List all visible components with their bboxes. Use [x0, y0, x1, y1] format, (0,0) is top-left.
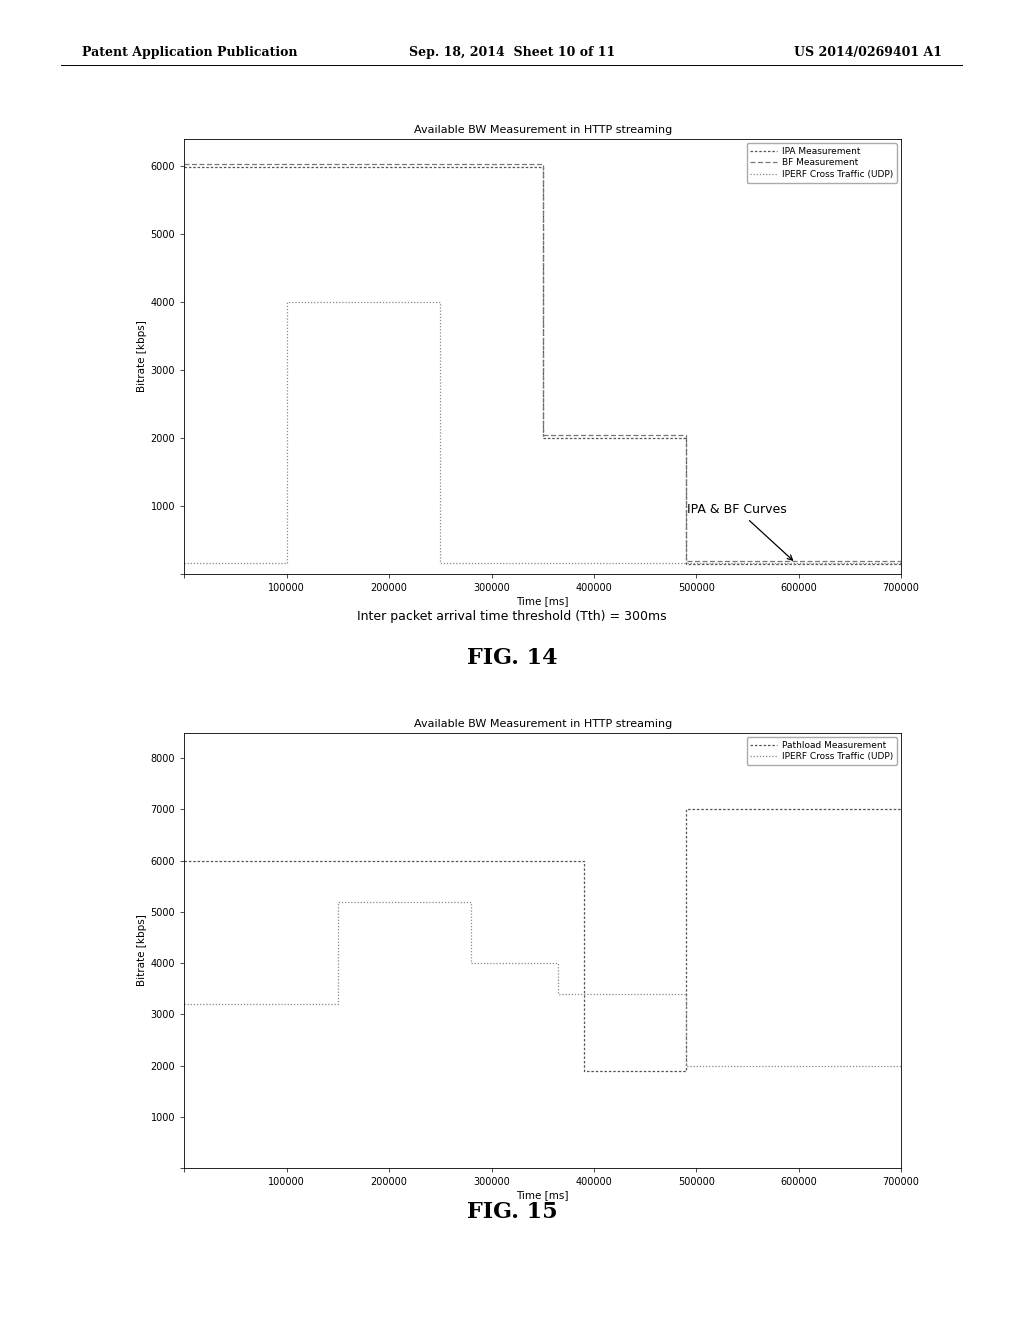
IPERF Cross Traffic (UDP): [281, 554, 293, 570]
X-axis label: Time [ms]: Time [ms]: [516, 1191, 569, 1200]
Legend: IPA Measurement, BF Measurement, IPERF Cross Traffic (UDP): IPA Measurement, BF Measurement, IPERF C…: [746, 143, 897, 182]
Pathload Measurement: [332, 853, 344, 869]
IPERF Cross Traffic (UDP): [178, 554, 190, 570]
Text: FIG. 14: FIG. 14: [467, 647, 557, 669]
Pathload Measurement: [332, 853, 344, 869]
Text: US 2014/0269401 A1: US 2014/0269401 A1: [794, 46, 942, 59]
Title: Available BW Measurement in HTTP streaming: Available BW Measurement in HTTP streami…: [414, 719, 672, 729]
Line: Pathload Measurement: Pathload Measurement: [184, 809, 901, 1071]
IPERF Cross Traffic (UDP): [434, 294, 446, 310]
BF Measurement: [680, 426, 692, 442]
Line: BF Measurement: BF Measurement: [184, 165, 901, 561]
IPA Measurement: [178, 160, 190, 176]
Pathload Measurement: [578, 853, 590, 869]
Line: IPERF Cross Traffic (UDP): IPERF Cross Traffic (UDP): [184, 302, 901, 562]
IPERF Cross Traffic (UDP): [552, 986, 564, 1002]
IPA Measurement: [680, 556, 692, 572]
Legend: Pathload Measurement, IPERF Cross Traffic (UDP): Pathload Measurement, IPERF Cross Traffi…: [746, 737, 897, 766]
BF Measurement: [680, 553, 692, 569]
Text: IPA & BF Curves: IPA & BF Curves: [687, 503, 793, 560]
IPERF Cross Traffic (UDP): [680, 1057, 692, 1073]
IPERF Cross Traffic (UDP): [895, 554, 907, 570]
Title: Available BW Measurement in HTTP streaming: Available BW Measurement in HTTP streami…: [414, 125, 672, 135]
IPERF Cross Traffic (UDP): [895, 1057, 907, 1073]
Line: IPERF Cross Traffic (UDP): IPERF Cross Traffic (UDP): [184, 902, 901, 1065]
IPERF Cross Traffic (UDP): [680, 986, 692, 1002]
IPA Measurement: [537, 160, 549, 176]
Pathload Measurement: [680, 801, 692, 817]
Text: FIG. 15: FIG. 15: [467, 1201, 557, 1224]
Y-axis label: Bitrate [kbps]: Bitrate [kbps]: [136, 915, 146, 986]
IPERF Cross Traffic (UDP): [178, 997, 190, 1012]
Text: Sep. 18, 2014  Sheet 10 of 11: Sep. 18, 2014 Sheet 10 of 11: [409, 46, 615, 59]
IPERF Cross Traffic (UDP): [332, 894, 344, 909]
Pathload Measurement: [465, 853, 477, 869]
BF Measurement: [895, 553, 907, 569]
IPERF Cross Traffic (UDP): [465, 894, 477, 909]
X-axis label: Time [ms]: Time [ms]: [516, 597, 569, 606]
Pathload Measurement: [895, 801, 907, 817]
IPERF Cross Traffic (UDP): [552, 956, 564, 972]
IPERF Cross Traffic (UDP): [281, 294, 293, 310]
Text: Inter packet arrival time threshold (Tth) = 300ms: Inter packet arrival time threshold (Tth…: [357, 610, 667, 623]
Text: Patent Application Publication: Patent Application Publication: [82, 46, 297, 59]
BF Measurement: [537, 157, 549, 173]
IPA Measurement: [680, 430, 692, 446]
BF Measurement: [178, 157, 190, 173]
BF Measurement: [537, 426, 549, 442]
IPERF Cross Traffic (UDP): [465, 956, 477, 972]
Y-axis label: Bitrate [kbps]: Bitrate [kbps]: [136, 321, 146, 392]
Pathload Measurement: [578, 1063, 590, 1078]
Pathload Measurement: [465, 853, 477, 869]
IPERF Cross Traffic (UDP): [332, 997, 344, 1012]
Pathload Measurement: [178, 853, 190, 869]
Pathload Measurement: [680, 1063, 692, 1078]
IPERF Cross Traffic (UDP): [434, 554, 446, 570]
IPA Measurement: [537, 430, 549, 446]
IPA Measurement: [895, 556, 907, 572]
Line: IPA Measurement: IPA Measurement: [184, 168, 901, 564]
